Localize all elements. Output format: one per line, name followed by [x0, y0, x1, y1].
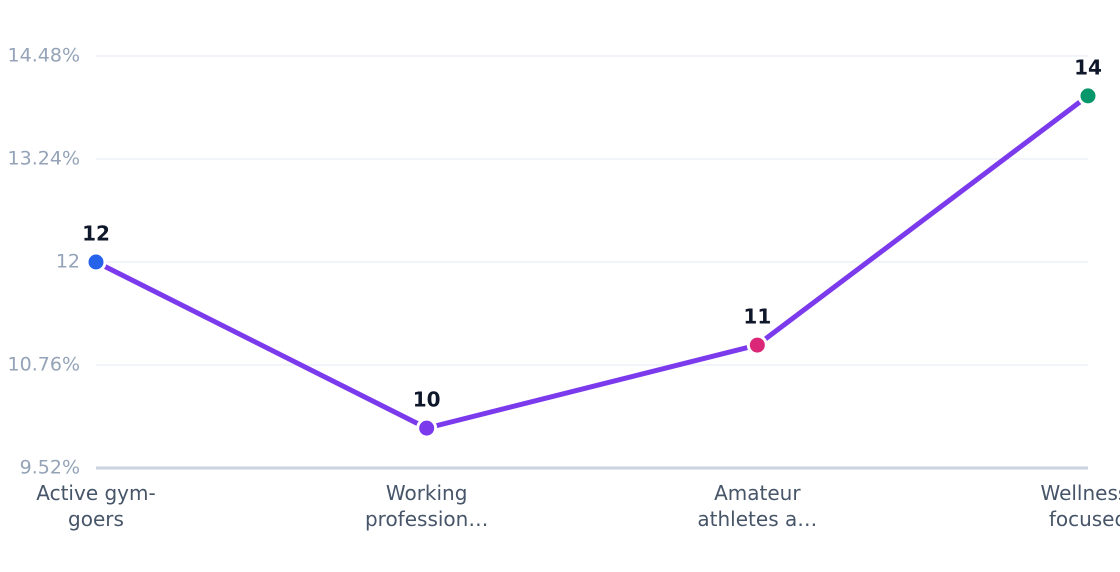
- line: [94, 93, 1090, 431]
- point: [746, 334, 768, 356]
- y-tick-label: 13.24%: [8, 148, 80, 170]
- y-tick-label: 14.48%: [8, 45, 80, 67]
- y-tick-label: 12: [56, 251, 80, 273]
- data-label: 14: [1074, 55, 1102, 79]
- x-tick-label: Wellness-focused: [1040, 481, 1120, 531]
- data-label: 10: [413, 388, 441, 412]
- y-tick-label: 10.76%: [8, 354, 80, 376]
- data-label: 11: [743, 305, 771, 329]
- point: [85, 251, 107, 273]
- data-label: 12: [82, 222, 110, 246]
- x-tick-label: Amateur athletes a…: [697, 481, 818, 531]
- x-tick-label: Working profession…: [364, 481, 489, 531]
- point: [1077, 85, 1099, 107]
- point: [416, 417, 438, 439]
- y-tick-label: 9.52%: [20, 457, 80, 479]
- x-tick-label: Active gym-goers: [36, 481, 156, 531]
